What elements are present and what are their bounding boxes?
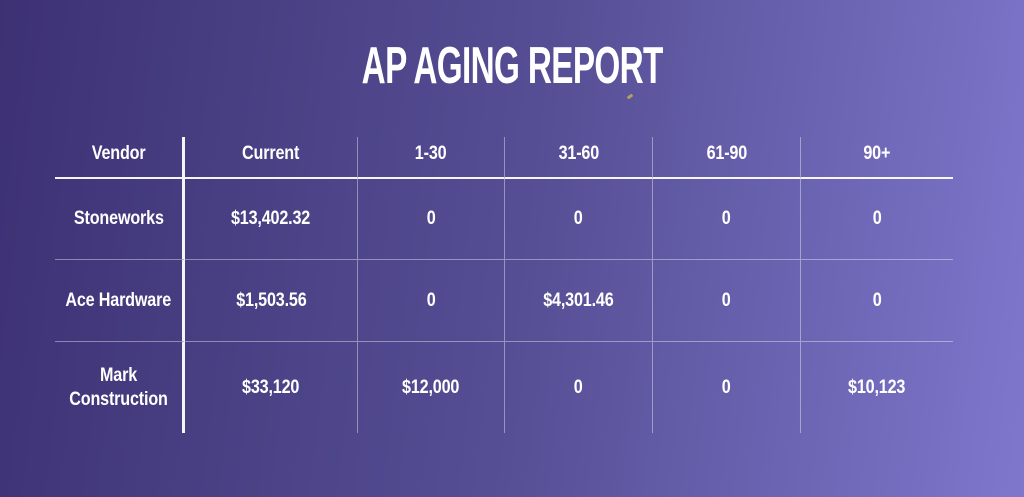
cell-text: Mark Construction: [69, 364, 168, 410]
cell-text: Stoneworks: [73, 208, 164, 230]
amount-cell: 0: [505, 179, 653, 260]
amount-cell: 0: [653, 260, 801, 342]
amount-cell: 0: [653, 179, 801, 260]
column-header-61-90: 61-90: [653, 137, 801, 179]
cell-text: $12,000: [402, 376, 460, 398]
amount-cell: 0: [801, 179, 953, 260]
amount-cell: $33,120: [185, 342, 358, 433]
cell-text: 90+: [863, 143, 891, 165]
amount-cell: 0: [653, 342, 801, 433]
amount-cell: 0: [505, 342, 653, 433]
cell-text: $1,503.56: [235, 289, 307, 311]
cell-text: 0: [574, 376, 583, 398]
cell-text: 0: [722, 289, 731, 311]
cell-text: $10,123: [848, 376, 906, 398]
cell-text: 0: [722, 208, 731, 230]
column-header-31-60: 31-60: [505, 137, 653, 179]
cell-text: 0: [872, 208, 882, 230]
amount-cell: $4,301.46: [505, 260, 653, 342]
vendor-name-cell: Ace Hardware: [55, 260, 185, 342]
cell-text: 0: [426, 289, 436, 311]
amount-cell: $10,123: [801, 342, 953, 433]
cell-text: 0: [872, 289, 882, 311]
amount-cell: $1,503.56: [185, 260, 358, 342]
report-title-text: AP AGING REPORT: [361, 37, 663, 95]
amount-cell: $13,402.32: [185, 179, 358, 260]
cell-text: Current: [242, 143, 300, 165]
column-header-vendor: Vendor: [55, 137, 185, 179]
amount-cell: 0: [358, 260, 505, 342]
cell-text: 0: [426, 208, 436, 230]
column-header-1-30: 1-30: [358, 137, 505, 179]
cell-text: $4,301.46: [543, 289, 614, 311]
amount-cell: $12,000: [358, 342, 505, 433]
column-header-current: Current: [185, 137, 358, 179]
cell-text: Ace Hardware: [65, 289, 172, 311]
amount-cell: 0: [358, 179, 505, 260]
cell-text: 1-30: [415, 143, 447, 165]
vendor-name-cell: Mark Construction: [55, 342, 185, 433]
cell-text: 0: [722, 376, 731, 398]
ap-aging-table: Vendor Current 1-30 31-60 61-90 90+ Ston…: [55, 137, 953, 433]
vendor-name-cell: Stoneworks: [55, 179, 185, 260]
cell-text: $13,402.32: [231, 208, 311, 230]
column-header-90-plus: 90+: [801, 137, 953, 179]
cell-text: 0: [574, 208, 583, 230]
cell-text: $33,120: [242, 376, 300, 398]
report-title: AP AGING REPORT: [0, 40, 1024, 92]
cell-text: 61-90: [706, 143, 747, 165]
cell-text: Vendor: [91, 143, 146, 165]
amount-cell: 0: [801, 260, 953, 342]
cell-text: 31-60: [558, 143, 599, 165]
